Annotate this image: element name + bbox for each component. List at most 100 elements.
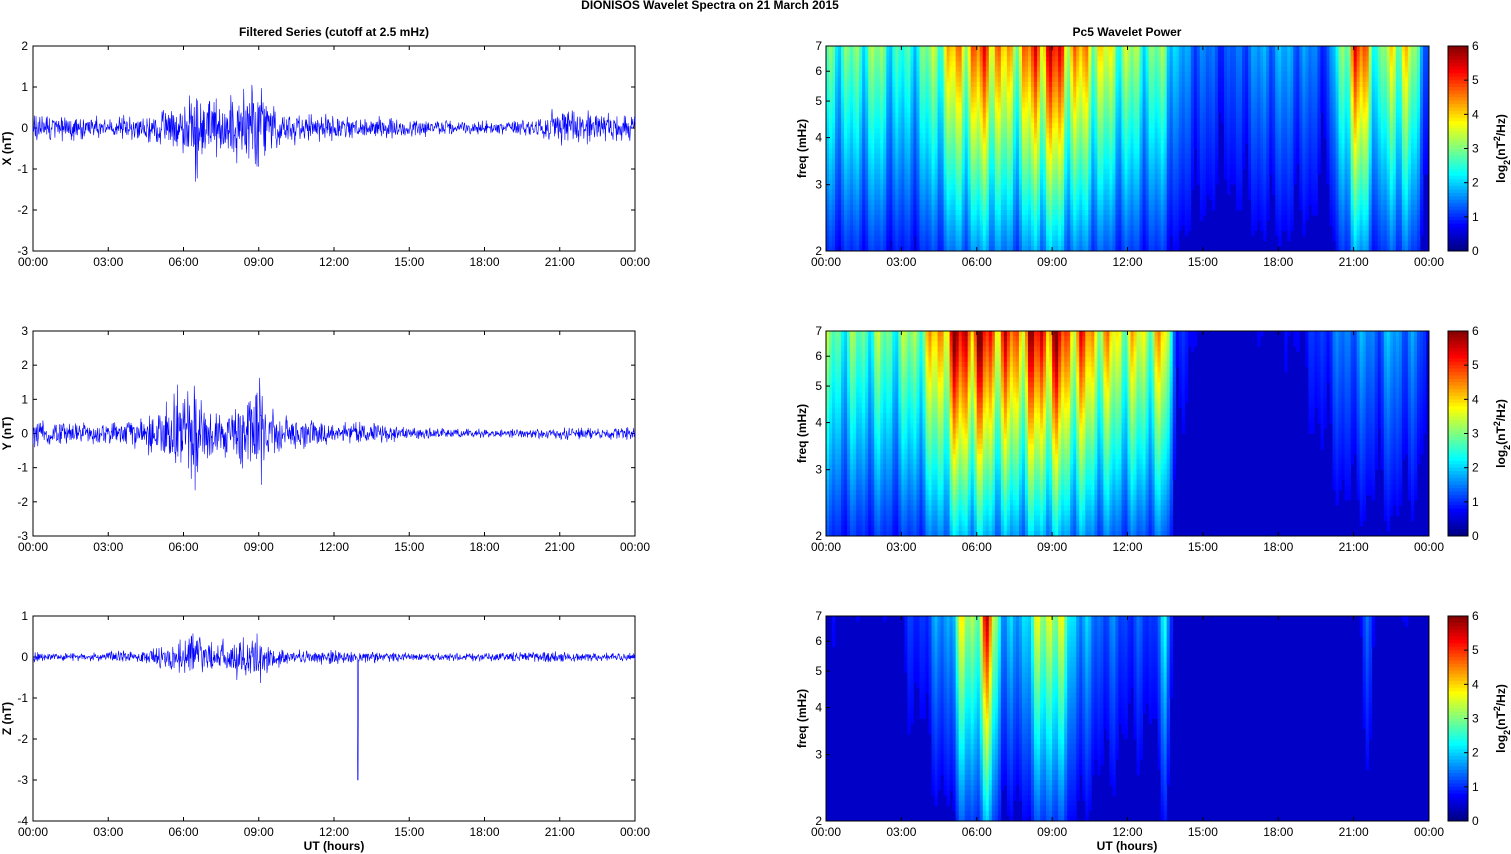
heatmap-1-cell [1166, 153, 1171, 160]
heatmap-1-cell [1052, 71, 1056, 78]
heatmap-1-cell [1037, 87, 1041, 93]
heatmap-1-cell [937, 128, 941, 134]
heatmap-1-cell [1028, 240, 1032, 247]
heatmap-1-cell [988, 153, 993, 160]
heatmap-1-cell [1088, 117, 1092, 124]
heatmap-1-cell [835, 169, 839, 175]
heatmap-1-cell [1190, 87, 1195, 93]
heatmap-1-cell [928, 122, 932, 129]
heatmap-1-cell [1142, 204, 1146, 211]
heatmap-1-cell [1049, 194, 1053, 201]
heatmap-1-cell [1070, 97, 1074, 103]
heatmap-1-cell [1082, 102, 1086, 108]
heatmap-1-cell [952, 107, 957, 114]
heatmap-1-cell [1046, 204, 1050, 211]
heatmap-1-cell [826, 225, 830, 231]
heatmap-1-cell [1103, 204, 1107, 211]
heatmap-1-cell [850, 51, 854, 57]
heatmap-1-cell [994, 184, 999, 190]
heatmap-1-cell [1006, 235, 1011, 242]
heatmap-1-cell [898, 225, 902, 231]
heatmap-1-cell [886, 56, 890, 62]
heatmap-1-cell [1003, 107, 1008, 114]
heatmap-1-cell [937, 230, 941, 237]
heatmap-1-cell [913, 51, 917, 57]
heatmap-1-cell [964, 133, 969, 139]
line-chart-1-ytick-label: 1 [21, 80, 28, 94]
heatmap-1-cell [874, 184, 878, 190]
heatmap-1-cell [1136, 46, 1140, 52]
heatmap-1-cell [940, 245, 944, 252]
heatmap-1-cell [1172, 81, 1177, 88]
heatmap-1-cell [946, 66, 951, 73]
heatmap-1-cell [958, 174, 963, 180]
heatmap-1-cell [892, 148, 896, 155]
heatmap-1-cell [886, 112, 890, 119]
heatmap-1-cell [889, 92, 893, 98]
heatmap-1-cell [952, 76, 957, 83]
heatmap-1-cell [1145, 133, 1150, 139]
heatmap-1-cell [1106, 143, 1110, 149]
heatmap-1-cell [892, 76, 896, 83]
heatmap-1-cell [847, 240, 851, 247]
heatmap-1-cell [1178, 81, 1183, 88]
heatmap-1-cell [1127, 97, 1131, 103]
heatmap-1-cell [859, 189, 863, 196]
heatmap-1-cell [841, 194, 845, 201]
heatmap-1-cell [937, 245, 941, 252]
heatmap-1-cell [1178, 174, 1183, 180]
heatmap-1-cell [1076, 184, 1080, 190]
heatmap-1-cell [913, 179, 917, 185]
heatmap-1-cell [1052, 51, 1056, 57]
heatmap-1-cell [1073, 71, 1077, 78]
heatmap-1-cell [928, 71, 932, 78]
heatmap-1-cell [1052, 102, 1056, 108]
heatmap-1-cell [1127, 112, 1131, 119]
heatmap-1-cell [970, 71, 975, 78]
heatmap-1-cell [838, 87, 842, 93]
heatmap-1-cell [922, 235, 926, 242]
heatmap-1-cell [1133, 107, 1137, 114]
heatmap-1-cell [1133, 169, 1137, 175]
heatmap-1-cell [922, 56, 926, 62]
heatmap-1-cell [1136, 71, 1140, 78]
heatmap-1-cell [1109, 225, 1113, 231]
heatmap-1-cell [1018, 122, 1023, 129]
heatmap-1-cell [967, 61, 972, 67]
heatmap-1-cell [1142, 189, 1146, 196]
heatmap-1-cell [1106, 87, 1110, 93]
heatmap-1-cell [916, 66, 920, 73]
heatmap-1-cell [1187, 133, 1192, 139]
heatmap-1-cell [1006, 87, 1011, 93]
heatmap-1-cell [1118, 210, 1122, 216]
heatmap-1-cell [865, 56, 869, 62]
heatmap-1-cell [1046, 133, 1050, 139]
heatmap-1-cell [889, 56, 893, 62]
heatmap-1-cell [1052, 169, 1056, 175]
heatmap-1-cell [1151, 189, 1156, 196]
heatmap-1-cell [1046, 56, 1050, 62]
heatmap-1-cell [853, 210, 857, 216]
heatmap-1-cell [934, 61, 938, 67]
heatmap-1-cell [1157, 230, 1162, 237]
heatmap-1-cell [991, 158, 996, 165]
heatmap-1-cell [895, 189, 899, 196]
heatmap-1-cell [880, 225, 884, 231]
heatmap-1-cell [1178, 107, 1183, 114]
heatmap-1-cell [1058, 51, 1062, 57]
heatmap-1-cell [949, 71, 954, 78]
heatmap-1-cell [952, 56, 957, 62]
heatmap-1-cell [856, 61, 860, 67]
heatmap-1-cell [832, 81, 836, 88]
heatmap-1-cell [865, 235, 869, 242]
heatmap-1-cell [970, 199, 975, 206]
heatmap-1-cell [1076, 112, 1080, 119]
heatmap-1-cell [1139, 143, 1143, 149]
heatmap-1-cell [1024, 87, 1029, 93]
heatmap-1-cell [1061, 122, 1065, 129]
heatmap-1-cell [982, 143, 987, 149]
heatmap-1-cell [1142, 240, 1146, 247]
heatmap-1-cell [1163, 46, 1168, 52]
heatmap-1-cell [1006, 174, 1011, 180]
heatmap-1-cell [1157, 66, 1162, 73]
